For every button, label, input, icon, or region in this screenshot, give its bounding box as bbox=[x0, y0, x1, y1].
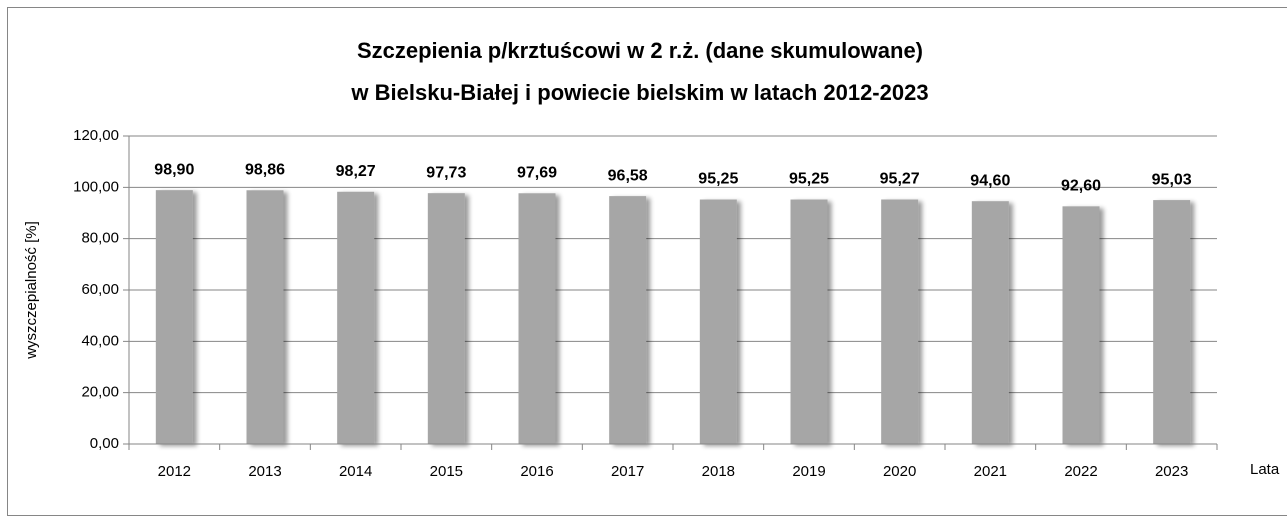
x-tick-label: 2023 bbox=[1155, 463, 1188, 480]
value-label: 94,60 bbox=[970, 172, 1010, 189]
x-axis-label: Lata bbox=[1250, 461, 1280, 478]
x-tick-label: 2019 bbox=[792, 463, 825, 480]
value-label: 92,60 bbox=[1061, 178, 1101, 195]
x-tick-label: 2013 bbox=[248, 463, 281, 480]
x-tick-label: 2014 bbox=[339, 463, 372, 480]
x-tick-label: 2015 bbox=[430, 463, 463, 480]
bar bbox=[881, 199, 918, 444]
y-tick-label: 20,00 bbox=[81, 384, 119, 401]
bar bbox=[791, 200, 828, 444]
value-label: 95,25 bbox=[789, 171, 829, 188]
bar bbox=[700, 200, 737, 444]
bar bbox=[972, 201, 1009, 444]
y-tick-label: 120,00 bbox=[73, 127, 119, 144]
bar bbox=[247, 190, 284, 444]
bar bbox=[1063, 206, 1100, 444]
x-tick-label: 2016 bbox=[520, 463, 553, 480]
chart-title: w Bielsku-Białej i powiecie bielskim w l… bbox=[350, 80, 928, 105]
y-axis-label: wyszczepialność [%] bbox=[23, 221, 40, 360]
x-tick-label: 2018 bbox=[702, 463, 735, 480]
bar bbox=[609, 196, 646, 444]
bar bbox=[519, 193, 556, 444]
value-label: 95,25 bbox=[698, 171, 738, 188]
x-tick-label: 2012 bbox=[158, 463, 191, 480]
value-label: 98,86 bbox=[245, 161, 285, 178]
bar bbox=[1153, 200, 1190, 444]
y-tick-label: 100,00 bbox=[73, 178, 119, 195]
x-tick-label: 2022 bbox=[1064, 463, 1097, 480]
bar bbox=[337, 192, 374, 444]
y-tick-label: 0,00 bbox=[90, 435, 119, 452]
value-label: 95,27 bbox=[880, 171, 920, 188]
bar bbox=[156, 190, 193, 444]
value-label: 96,58 bbox=[608, 167, 648, 184]
value-label: 98,27 bbox=[336, 163, 376, 180]
bar bbox=[428, 193, 465, 444]
x-tick-label: 2017 bbox=[611, 463, 644, 480]
value-label: 97,73 bbox=[426, 164, 466, 181]
y-tick-label: 60,00 bbox=[81, 281, 119, 298]
x-tick-label: 2020 bbox=[883, 463, 916, 480]
y-tick-label: 80,00 bbox=[81, 230, 119, 247]
value-label: 97,69 bbox=[517, 164, 557, 181]
y-tick-label: 40,00 bbox=[81, 332, 119, 349]
x-tick-label: 2021 bbox=[974, 463, 1007, 480]
chart-title: Szczepienia p/krztuścowi w 2 r.ż. (dane … bbox=[357, 38, 923, 63]
value-label: 95,03 bbox=[1152, 171, 1192, 188]
value-label: 98,90 bbox=[154, 161, 194, 178]
